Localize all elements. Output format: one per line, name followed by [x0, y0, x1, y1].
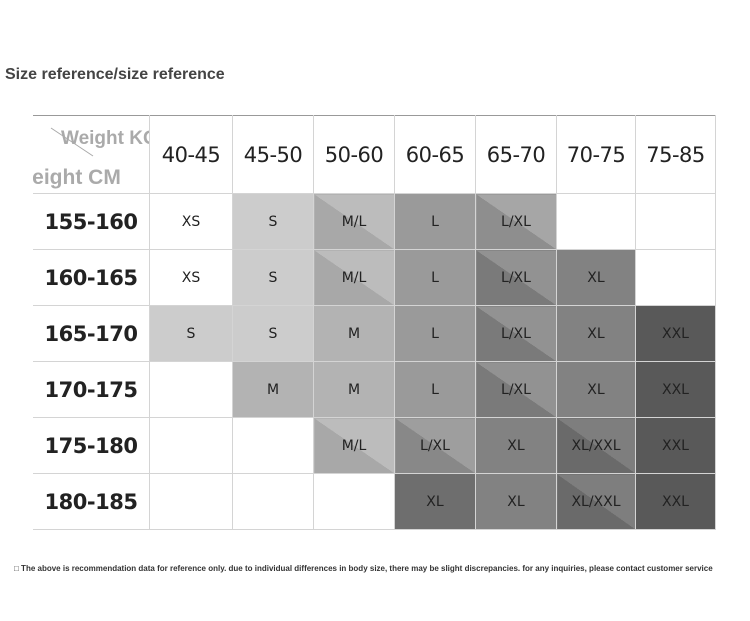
size-cell: L/XL	[475, 361, 557, 418]
size-cell: XL	[475, 417, 557, 474]
size-cell: M/L	[313, 193, 395, 250]
size-cell	[313, 473, 395, 530]
table-corner-header: Weight KG Height CM	[33, 115, 150, 194]
height-row-header: 160-165	[33, 249, 150, 306]
size-cell: XL/XXL	[556, 417, 636, 474]
size-cell: XL	[394, 473, 476, 530]
size-cell: XXL	[635, 473, 716, 530]
size-cell	[556, 193, 636, 250]
size-chart-table: Weight KG Height CM 40-45 45-50 50-60 60…	[33, 115, 716, 530]
corner-diagonal-line	[50, 127, 94, 157]
size-cell: XXL	[635, 361, 716, 418]
footnote: □ The above is recommendation data for r…	[14, 564, 713, 573]
size-cell: XL	[556, 305, 636, 362]
size-cell: S	[232, 249, 314, 306]
size-cell	[232, 417, 314, 474]
weight-column-header: 50-60	[313, 115, 395, 194]
size-cell: L	[394, 249, 476, 306]
table-row: 155-160 XS S M/L L L/XL	[33, 193, 716, 250]
size-cell: L/XL	[394, 417, 476, 474]
size-cell: XL	[556, 361, 636, 418]
size-cell: L	[394, 305, 476, 362]
size-cell: L	[394, 361, 476, 418]
size-cell: M	[232, 361, 314, 418]
height-row-header: 180-185	[33, 473, 150, 530]
table-row: 170-175 M M L L/XL XL XXL	[33, 361, 716, 418]
size-cell: XXL	[635, 417, 716, 474]
size-cell: XS	[149, 193, 233, 250]
size-cell	[232, 473, 314, 530]
size-cell: L/XL	[475, 249, 557, 306]
size-cell: M	[313, 361, 395, 418]
weight-column-header: 75-85	[635, 115, 716, 194]
weight-column-header: 70-75	[556, 115, 636, 194]
weight-column-header: 45-50	[232, 115, 314, 194]
size-cell: XL	[556, 249, 636, 306]
weight-column-header: 40-45	[149, 115, 233, 194]
size-cell: M/L	[313, 417, 395, 474]
height-row-header: 155-160	[33, 193, 150, 250]
page-title: Size reference/size reference	[5, 66, 225, 83]
size-cell: XL	[475, 473, 557, 530]
height-row-header: 170-175	[33, 361, 150, 418]
size-cell	[149, 417, 233, 474]
height-row-header: 175-180	[33, 417, 150, 474]
table-row: 175-180 M/L L/XL XL XL/XXL XXL	[33, 417, 716, 474]
size-cell	[149, 361, 233, 418]
size-cell: XS	[149, 249, 233, 306]
size-cell: M/L	[313, 249, 395, 306]
table-row: 160-165 XS S M/L L L/XL XL	[33, 249, 716, 306]
height-axis-label: Height CM	[33, 166, 121, 189]
table-row: 165-170 S S M L L/XL XL XXL	[33, 305, 716, 362]
size-cell: S	[232, 305, 314, 362]
height-row-header: 165-170	[33, 305, 150, 362]
weight-axis-label: Weight KG	[61, 128, 150, 149]
size-cell: S	[232, 193, 314, 250]
size-cell: L	[394, 193, 476, 250]
header-row: Weight KG Height CM 40-45 45-50 50-60 60…	[33, 115, 716, 194]
size-cell: S	[149, 305, 233, 362]
table-row: 180-185 XL XL XL/XXL XXL	[33, 473, 716, 530]
size-cell	[149, 473, 233, 530]
size-cell: M	[313, 305, 395, 362]
weight-column-header: 65-70	[475, 115, 557, 194]
size-cell: XXL	[635, 305, 716, 362]
weight-column-header: 60-65	[394, 115, 476, 194]
size-cell: XL/XXL	[556, 473, 636, 530]
size-cell	[635, 193, 716, 250]
size-cell: L/XL	[475, 305, 557, 362]
size-cell	[635, 249, 716, 306]
size-cell: L/XL	[475, 193, 557, 250]
